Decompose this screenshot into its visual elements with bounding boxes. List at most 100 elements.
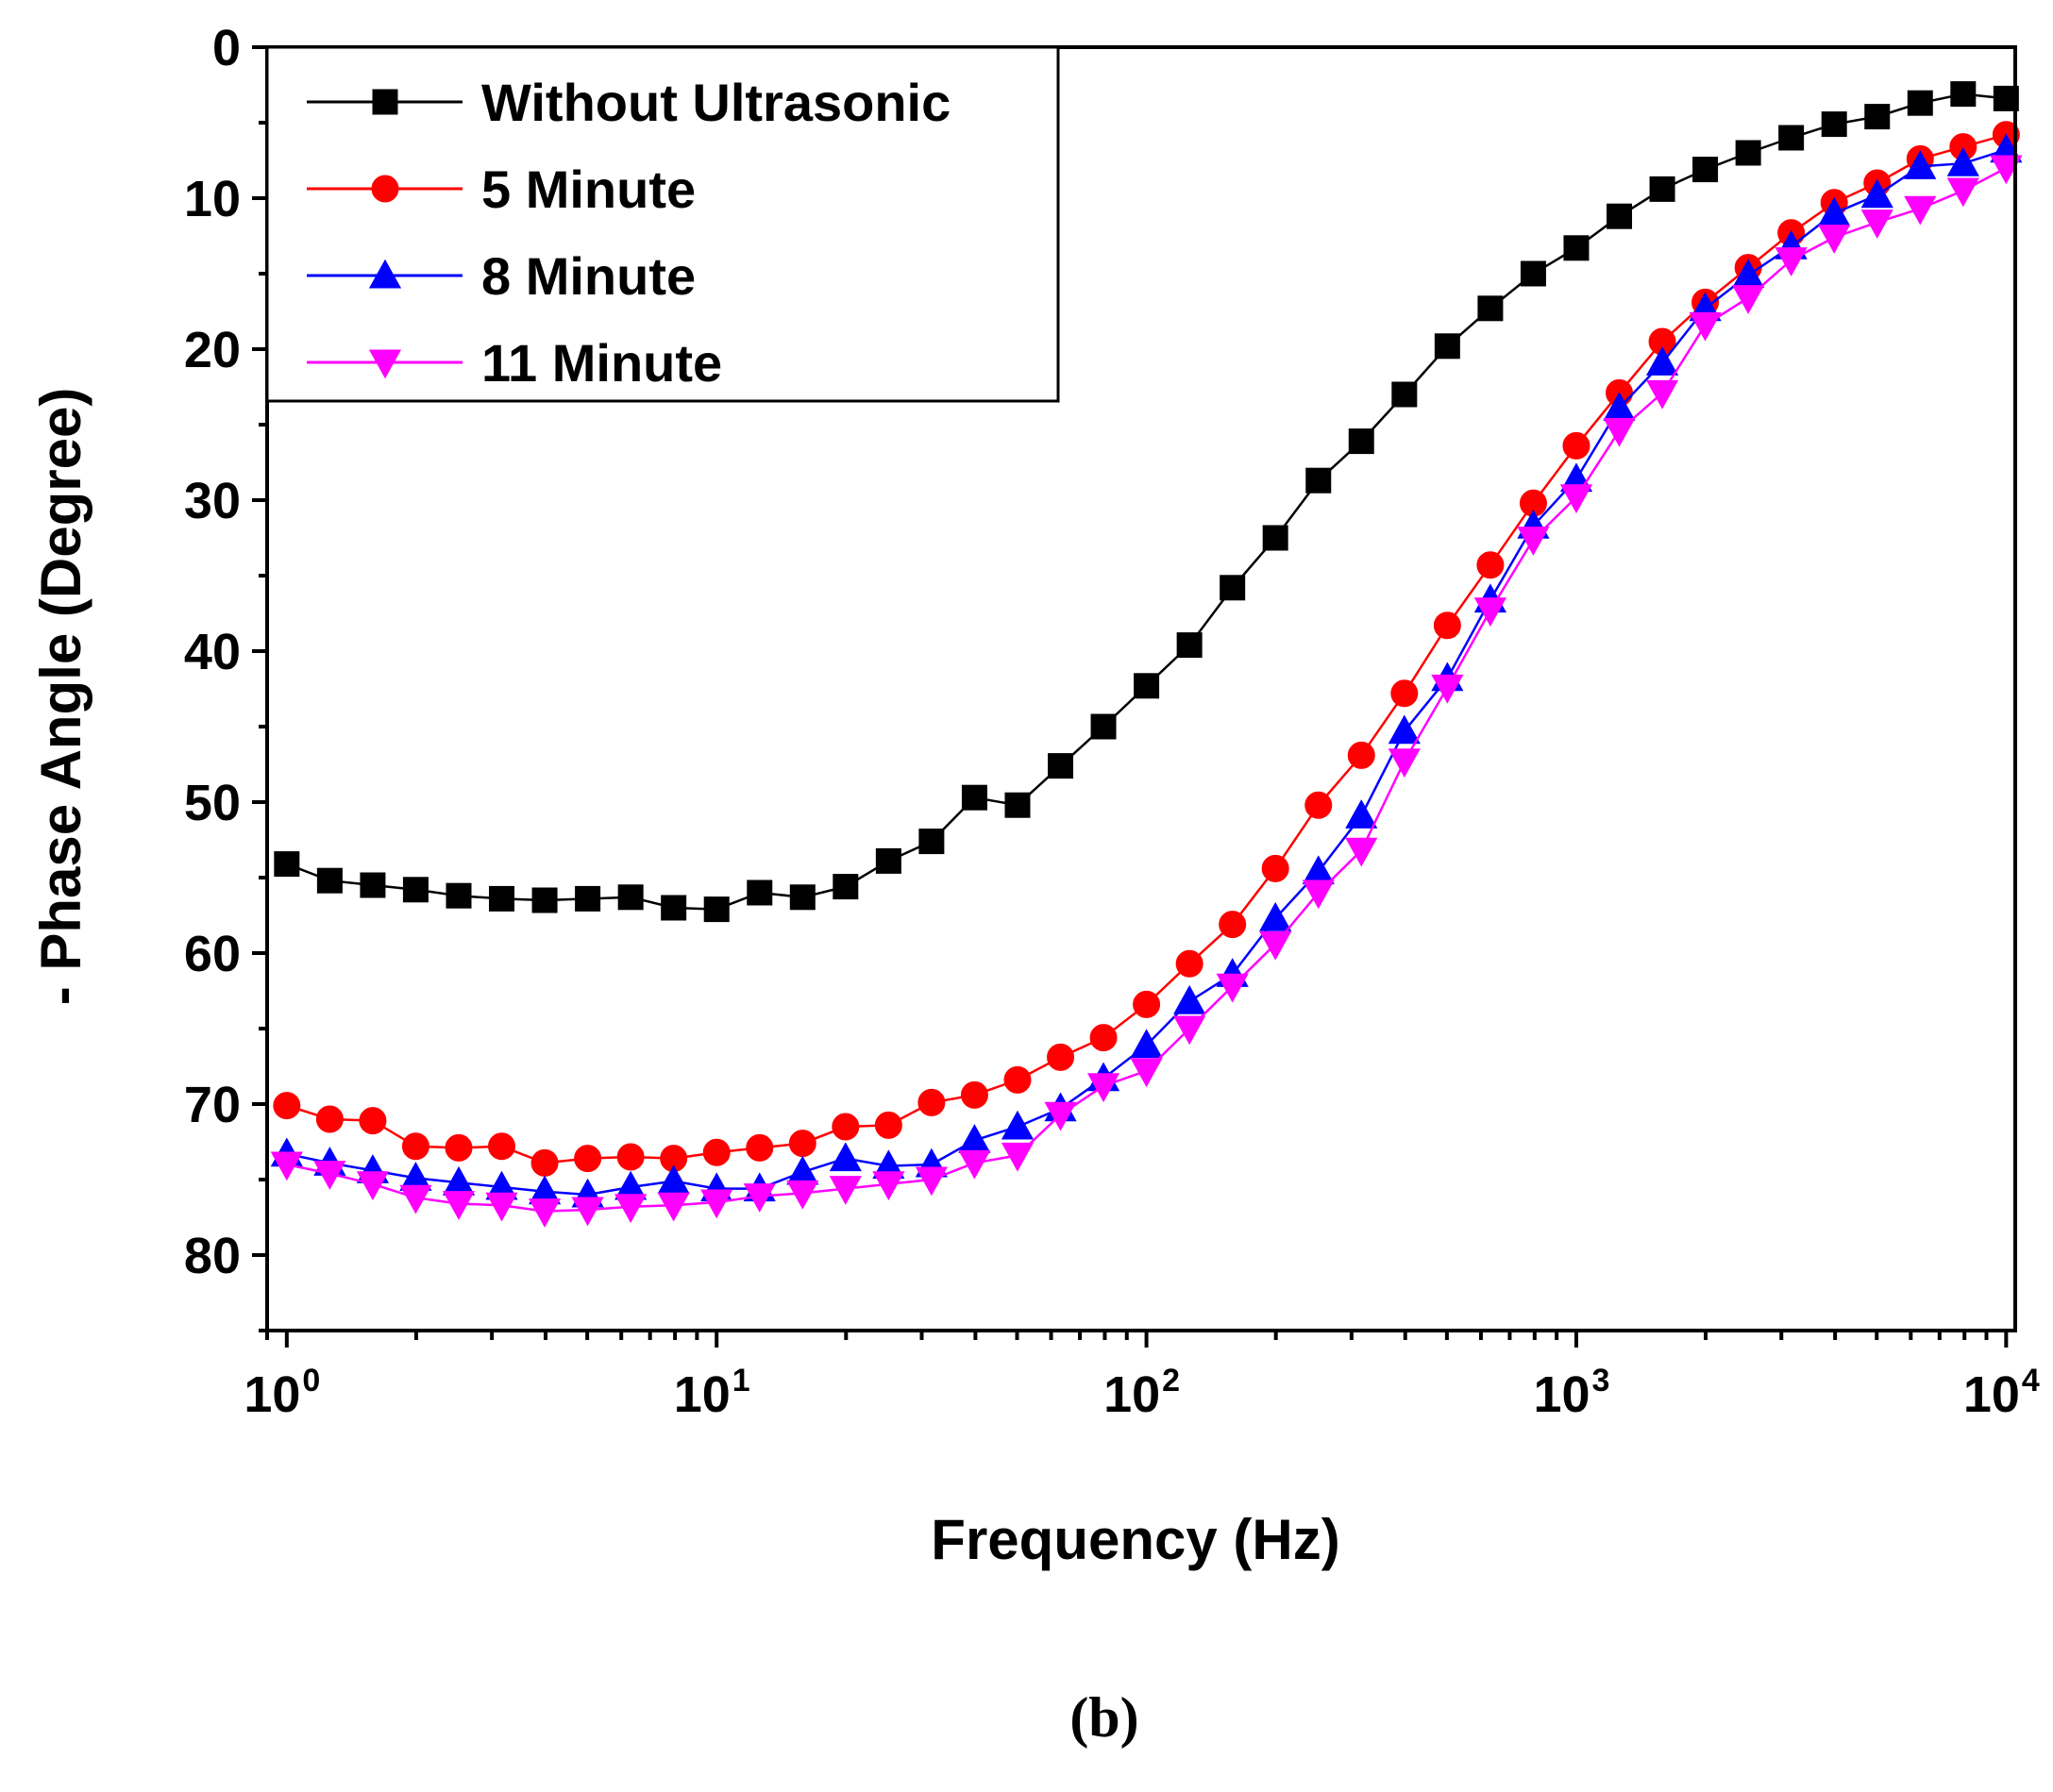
- data-point: [1134, 673, 1160, 699]
- data-point: [743, 1183, 776, 1213]
- legend-marker: [368, 259, 402, 289]
- series-layer: [270, 81, 2023, 1228]
- panel-label: (b): [1069, 1686, 1138, 1749]
- data-point: [1904, 150, 1937, 179]
- series-11-minute: [270, 155, 2023, 1228]
- data-point: [875, 847, 901, 874]
- data-point: [1348, 428, 1374, 455]
- legend-item: Without Ultrasonic: [307, 73, 951, 132]
- legend-item: 5 Minute: [307, 159, 696, 219]
- data-point: [1216, 973, 1249, 1003]
- data-point: [1431, 674, 1464, 704]
- data-point: [1347, 741, 1375, 769]
- y-tick-label: 20: [184, 322, 241, 378]
- data-point: [960, 1080, 988, 1109]
- data-point: [917, 1088, 946, 1116]
- data-point: [1433, 611, 1461, 640]
- legend-box: [265, 45, 1060, 403]
- data-point: [661, 895, 687, 921]
- x-tick-base: 10: [1103, 1366, 1160, 1423]
- data-point: [1735, 140, 1761, 166]
- legend-label: 11 Minute: [481, 333, 722, 393]
- data-point: [530, 1148, 559, 1177]
- data-point: [832, 1113, 860, 1141]
- data-point: [1086, 1073, 1120, 1103]
- y-axis-title: - Phase Angle (Degree): [29, 388, 93, 1006]
- data-point: [1434, 333, 1460, 360]
- y-tick-label: 40: [184, 624, 241, 680]
- data-point: [786, 1155, 819, 1185]
- data-point: [1477, 295, 1504, 322]
- data-point: [1689, 311, 1722, 342]
- legend-marker: [371, 175, 399, 203]
- data-point: [1304, 791, 1333, 819]
- data-point: [488, 1132, 516, 1161]
- x-tick-base: 10: [1533, 1366, 1590, 1423]
- data-point: [1047, 1043, 1075, 1071]
- data-point: [1904, 195, 1937, 226]
- series-without-ultrasonic: [274, 81, 2019, 923]
- legend-marker: [372, 89, 398, 115]
- data-point: [1607, 203, 1633, 229]
- data-point: [918, 829, 945, 855]
- data-point: [700, 1189, 733, 1219]
- data-point: [531, 887, 558, 913]
- data-point: [1259, 901, 1292, 931]
- x-tick-exponent: 1: [732, 1363, 750, 1398]
- data-point: [1001, 1142, 1035, 1172]
- data-point: [1345, 799, 1378, 829]
- data-point: [485, 1192, 518, 1222]
- data-point: [1864, 104, 1891, 130]
- data-point: [1302, 879, 1335, 910]
- data-point: [356, 1171, 390, 1201]
- data-point: [1175, 949, 1203, 978]
- x-tick-exponent: 3: [1592, 1363, 1610, 1398]
- x-tick-label: 103: [1533, 1363, 1609, 1423]
- data-point: [616, 1143, 645, 1171]
- data-point: [1130, 1058, 1163, 1088]
- x-axis-title: Frequency (Hz): [931, 1508, 1339, 1571]
- data-point: [833, 874, 859, 900]
- data-point: [1173, 984, 1206, 1014]
- data-point: [1388, 748, 1421, 779]
- data-point: [961, 784, 987, 811]
- data-point: [958, 1124, 991, 1153]
- data-point: [1388, 714, 1421, 745]
- data-point: [489, 885, 515, 912]
- data-point: [1262, 525, 1288, 551]
- x-tick-exponent: 0: [302, 1363, 320, 1398]
- data-point: [1130, 1029, 1163, 1059]
- series-5-minute: [273, 121, 2020, 1177]
- data-point: [1305, 467, 1332, 494]
- data-point: [1562, 431, 1590, 460]
- data-point: [915, 1166, 948, 1197]
- data-point: [1645, 346, 1679, 376]
- data-point: [746, 1133, 774, 1162]
- y-tick-label: 50: [184, 775, 241, 831]
- data-point: [958, 1149, 991, 1180]
- data-point: [1520, 260, 1546, 287]
- data-point: [1004, 792, 1031, 818]
- data-point: [657, 1164, 690, 1195]
- data-point: [1003, 1065, 1032, 1094]
- data-point: [1775, 247, 1808, 276]
- data-point: [1476, 551, 1505, 579]
- data-point: [657, 1192, 690, 1222]
- data-point: [1001, 1110, 1035, 1140]
- data-point: [1559, 484, 1593, 514]
- data-point: [399, 1184, 432, 1214]
- data-point: [1563, 235, 1590, 261]
- data-point: [703, 896, 730, 923]
- x-tick-exponent: 2: [1162, 1363, 1180, 1398]
- data-point: [360, 872, 386, 898]
- legend: Without Ultrasonic 5 Minute 8 Minute 11 Min…: [265, 45, 1060, 403]
- data-point: [313, 1161, 346, 1190]
- data-point: [1090, 713, 1117, 740]
- x-tick-label: 102: [1103, 1363, 1180, 1423]
- data-point: [528, 1198, 562, 1228]
- data-point: [1946, 146, 1979, 176]
- legend-label: Without Ultrasonic: [481, 73, 951, 132]
- data-point: [874, 1111, 902, 1139]
